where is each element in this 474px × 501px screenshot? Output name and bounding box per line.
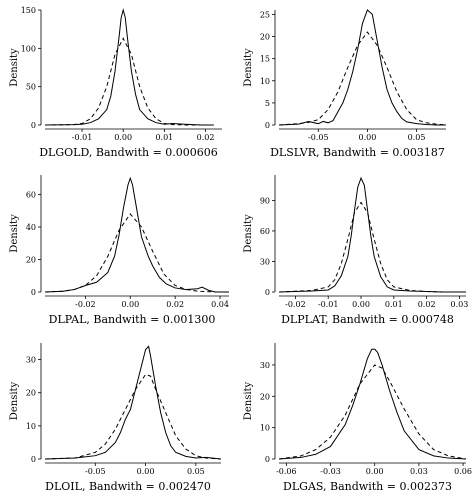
y-tick-label: 30 (260, 361, 270, 370)
normal-density-curve (44, 37, 214, 126)
y-tick-label: 0 (265, 121, 270, 130)
x-tick-label: 0.00 (137, 467, 155, 476)
x-tick-label: 0.01 (155, 133, 173, 142)
normal-density-curve (278, 364, 467, 460)
x-tick-label: -0.01 (318, 300, 339, 309)
x-tick-label: -0.01 (72, 133, 93, 142)
y-tick-label: 50 (26, 83, 36, 92)
y-tick-label: 5 (265, 99, 270, 108)
y-tick-label: 10 (260, 77, 270, 86)
kernel-density-curve (44, 345, 222, 460)
kernel-density-curve (278, 9, 446, 126)
x-axis-label: DLPLAT, Bandwith = 0.000748 (281, 313, 454, 326)
y-tick-label: 90 (260, 196, 270, 205)
y-axis-label: Density (9, 381, 20, 420)
density-panel-5: -0.05 0.00 0.05 0 10 20 30 Density DLOIL, Bandwi… (9, 343, 222, 493)
density-panel-3: -0.02 0.00 0.02 0.04 0 20 40 60 Density DLPAL, Ba… (9, 175, 229, 326)
x-tick-label: -0.06 (276, 467, 297, 476)
x-tick-label: 0.04 (211, 300, 229, 309)
x-tick-label: 0.03 (410, 467, 428, 476)
x-tick-label: -0.03 (320, 467, 341, 476)
x-tick-label: 0.00 (114, 133, 132, 142)
y-tick-label: 40 (26, 223, 36, 232)
y-tick-label: 10 (26, 422, 36, 431)
x-tick-label: 0.00 (366, 467, 384, 476)
x-tick-label: 0.05 (408, 133, 426, 142)
x-tick-label: 0.02 (418, 300, 436, 309)
y-tick-label: 30 (26, 356, 36, 365)
y-tick-label: 0 (265, 455, 270, 464)
y-axis-label: Density (9, 214, 20, 253)
x-axis-label: DLSLVR, Bandwith = 0.003187 (270, 146, 445, 159)
x-tick-label: 0.02 (197, 133, 215, 142)
y-tick-label: 20 (260, 33, 270, 42)
density-panel-6: -0.06 -0.03 0.00 0.03 0.06 0 10 20 30 Density DLGA… (243, 343, 472, 493)
y-tick-label: 0 (265, 288, 270, 297)
kernel-density-curve (278, 348, 467, 460)
x-tick-label: -0.05 (308, 133, 329, 142)
x-axis-label: DLOIL, Bandwith = 0.002470 (45, 480, 211, 493)
y-tick-label: 20 (26, 256, 36, 265)
normal-density-curve (44, 373, 222, 460)
y-axis-label: Density (9, 48, 20, 87)
x-tick-label: 0.02 (166, 300, 184, 309)
y-tick-label: 150 (21, 6, 36, 15)
normal-density-curve (278, 31, 447, 126)
x-tick-label: 0.05 (187, 467, 205, 476)
y-axis-label: Density (243, 214, 254, 253)
y-axis-label: Density (243, 381, 254, 420)
y-axis-label: Density (243, 48, 254, 87)
kernel-density-curve (44, 176, 229, 293)
y-tick-label: 25 (260, 10, 270, 19)
y-tick-label: 30 (260, 257, 270, 266)
y-tick-label: 60 (26, 191, 36, 200)
y-tick-label: 15 (260, 55, 270, 64)
density-panel-2: -0.05 0.00 0.05 0 5 10 15 20 25 Density DLSLVR, Ba… (243, 9, 447, 159)
x-tick-label: 0.03 (451, 300, 469, 309)
kernel-density-curve (44, 8, 214, 126)
normal-density-curve (44, 213, 229, 293)
y-tick-label: 0 (31, 455, 36, 464)
x-tick-label: -0.02 (75, 300, 96, 309)
density-panel-4: -0.02 -0.01 0.00 0.01 0.02 0.03 0 30 60 90 Density… (243, 175, 468, 326)
x-tick-label: 0.01 (385, 300, 403, 309)
y-tick-label: 100 (21, 44, 36, 53)
x-axis-label: DLGOLD, Bandwith = 0.000606 (39, 146, 218, 159)
x-axis-label: DLGAS, Bandwith = 0.002373 (283, 480, 452, 493)
y-tick-label: 20 (26, 389, 36, 398)
x-tick-label: -0.02 (285, 300, 306, 309)
normal-density-curve (278, 201, 466, 293)
y-tick-label: 10 (260, 424, 270, 433)
density-panel-1: -0.01 0.00 0.01 0.02 0 50 100 150 Density DLGOLD,… (9, 6, 222, 159)
x-axis-label: DLPAL, Bandwith = 0.001300 (49, 313, 216, 326)
x-tick-label: 0.00 (359, 133, 377, 142)
x-tick-label: 0.00 (121, 300, 139, 309)
x-tick-label: 0.06 (454, 467, 472, 476)
y-tick-label: 0 (31, 288, 36, 297)
x-tick-label: 0.00 (352, 300, 370, 309)
x-tick-label: -0.05 (85, 467, 106, 476)
kernel-density-curve (278, 176, 466, 293)
y-tick-label: 20 (260, 392, 270, 401)
y-tick-label: 0 (31, 121, 36, 130)
y-tick-label: 60 (260, 227, 270, 236)
